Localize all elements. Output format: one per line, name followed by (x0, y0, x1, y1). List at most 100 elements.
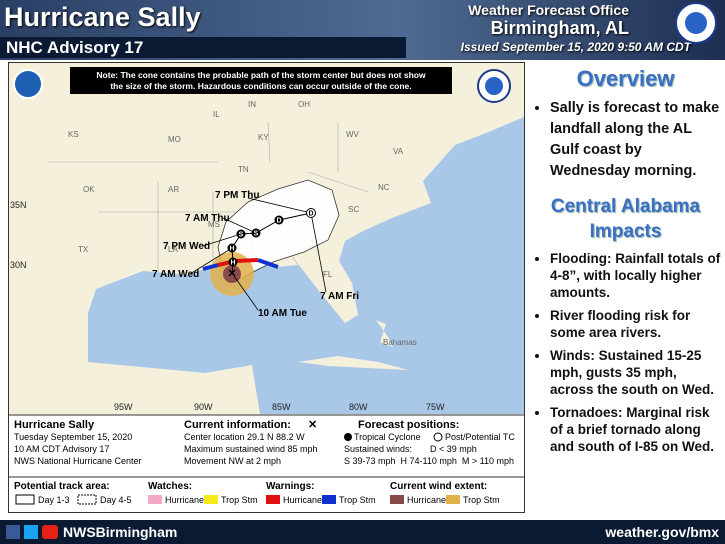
noaa-logo (13, 69, 43, 99)
bullet: Winds: Sustained 15-25 mph, gusts 35 mph… (550, 347, 723, 398)
time-label: 10 AM Tue (258, 308, 307, 319)
legend-text: Hurricane (283, 495, 322, 505)
legend-swatch (446, 495, 460, 504)
legend-text: Potential track area: (14, 481, 110, 492)
note: Note: The cone contains the probable pat… (96, 70, 426, 80)
legend-text: Trop Stm (221, 495, 258, 505)
legend-swatch (15, 494, 35, 505)
legend-text: Tuesday September 15, 2020 (14, 432, 132, 442)
twitter-icon[interactable] (24, 525, 38, 539)
sidebar: Overview Sally is forecast to make landf… (528, 62, 723, 518)
title: Hurricane Sally (4, 2, 201, 32)
marker-label: S (239, 232, 244, 239)
legend-symbol (344, 433, 352, 441)
state-label: KS (68, 130, 79, 139)
legend-box (8, 414, 525, 478)
legend-text: 10 AM CDT Advisory 17 (14, 444, 109, 454)
bullet-text: Marginal risk of a brief tornado along a… (550, 405, 714, 454)
ocean (88, 117, 524, 414)
note-box (70, 67, 452, 94)
note: the size of the storm. Hazardous conditi… (110, 81, 411, 91)
state-label: AR (168, 185, 179, 194)
header: Hurricane Sally NHC Advisory 17 Weather … (0, 0, 725, 60)
legend-text: Day 4-5 (100, 495, 132, 505)
legend-text: Hurricane (407, 495, 446, 505)
land (298, 356, 408, 370)
state-label: LA (168, 245, 178, 254)
trop-storm-warning (202, 263, 219, 271)
land (376, 320, 393, 347)
legend-text: Watches: (148, 481, 192, 492)
legend-text: Center location 29.1 N 88.2 W (184, 432, 305, 442)
lon-label: 85W (272, 402, 291, 412)
legend-swatch (148, 495, 162, 504)
map: KY VA NC TN SC AR MS AL GA OK TX LA FL M… (8, 62, 525, 513)
legend-box (8, 476, 525, 513)
state-label: IL (213, 110, 220, 119)
legend-text: D < 39 mph (430, 444, 477, 454)
track-markers: H H S S D D (227, 208, 316, 267)
state-label: VA (393, 147, 404, 156)
youtube-icon[interactable] (42, 525, 58, 539)
state-label: OH (298, 100, 310, 109)
legend-swatch (266, 495, 280, 504)
bullet-lead: Flooding: (550, 251, 612, 266)
label-leaders (189, 197, 327, 311)
state-label: KY (258, 133, 269, 142)
legend-text: NWS National Hurricane Center (14, 456, 142, 466)
legend-swatch (77, 494, 97, 505)
legend-text: Trop Stm (463, 495, 500, 505)
land (88, 362, 260, 414)
marker-label: D (276, 218, 281, 225)
legend-text: Post/Potential TC (445, 432, 515, 442)
section-heading: Overview (576, 66, 675, 91)
bullet: Sally is forecast to make landfall along… (550, 98, 723, 182)
lat-label: 35N (10, 200, 27, 210)
location: Birmingham, AL (490, 18, 629, 38)
state-label: NC (378, 183, 390, 192)
marker-label: S (254, 231, 259, 238)
legend-text: Trop Stm (339, 495, 376, 505)
cone (217, 179, 340, 280)
lon-label: 90W (194, 402, 213, 412)
marker-label: H (229, 246, 234, 253)
legend-text: Hurricane (165, 495, 204, 505)
time-label: 7 AM Thu (185, 213, 230, 224)
legend-text: Current wind extent: (390, 481, 487, 492)
legend-text: Warnings: (266, 481, 315, 492)
lon-label: 75W (426, 402, 445, 412)
state-label: TN (238, 165, 249, 174)
legend-symbol: ✕ (308, 419, 317, 431)
state-label: FL (323, 270, 333, 279)
bullet: River flooding risk for some area rivers… (550, 307, 723, 341)
state-label: MO (168, 135, 181, 144)
footer: NWSBirmingham weather.gov/bmx (0, 520, 725, 544)
legend-symbol (433, 432, 443, 442)
marker-label: H (230, 260, 235, 267)
graticule-labels: 35N 30N 95W 90W 85W 80W 75W (10, 200, 445, 412)
handle: NWSBirmingham (63, 524, 178, 540)
bullet-lead: Tornadoes: (550, 405, 623, 420)
subtitle: NHC Advisory 17 (0, 37, 406, 58)
nws-logo (485, 77, 503, 95)
bullet: Tornadoes: Marginal risk of a brief torn… (550, 404, 723, 455)
bullet-text: Sustained 15-25 mph, gusts 35 mph, acros… (550, 348, 715, 397)
time-label: 7 AM Fri (320, 291, 359, 302)
facebook-icon[interactable] (6, 525, 20, 539)
legend-text: S 39-73 mph H 74-110 mph M > 110 mph (344, 456, 514, 466)
url: weather.gov/bmx (605, 524, 719, 540)
bullet-text: Rainfall totals of 4-8”, with locally hi… (550, 251, 721, 300)
state-label: IN (248, 100, 256, 109)
trop-storm-warning (257, 258, 279, 269)
impacts-list: Flooding: Rainfall totals of 4-8”, with … (528, 250, 723, 455)
time-label: 7 PM Thu (215, 190, 259, 201)
bullet-text: River flooding risk for some area rivers… (550, 308, 691, 340)
legend-text: Maximum sustained wind 85 mph (184, 444, 318, 454)
section-heading: Central Alabama Impacts (550, 196, 701, 242)
legend-swatch (390, 495, 404, 504)
time-labels: 7 PM Thu 7 AM Thu 7 PM Wed 7 AM Wed 10 A… (152, 190, 359, 319)
state-label: OK (83, 185, 95, 194)
legend-text: Sustained winds: (344, 444, 412, 454)
state-label: WV (346, 130, 360, 139)
